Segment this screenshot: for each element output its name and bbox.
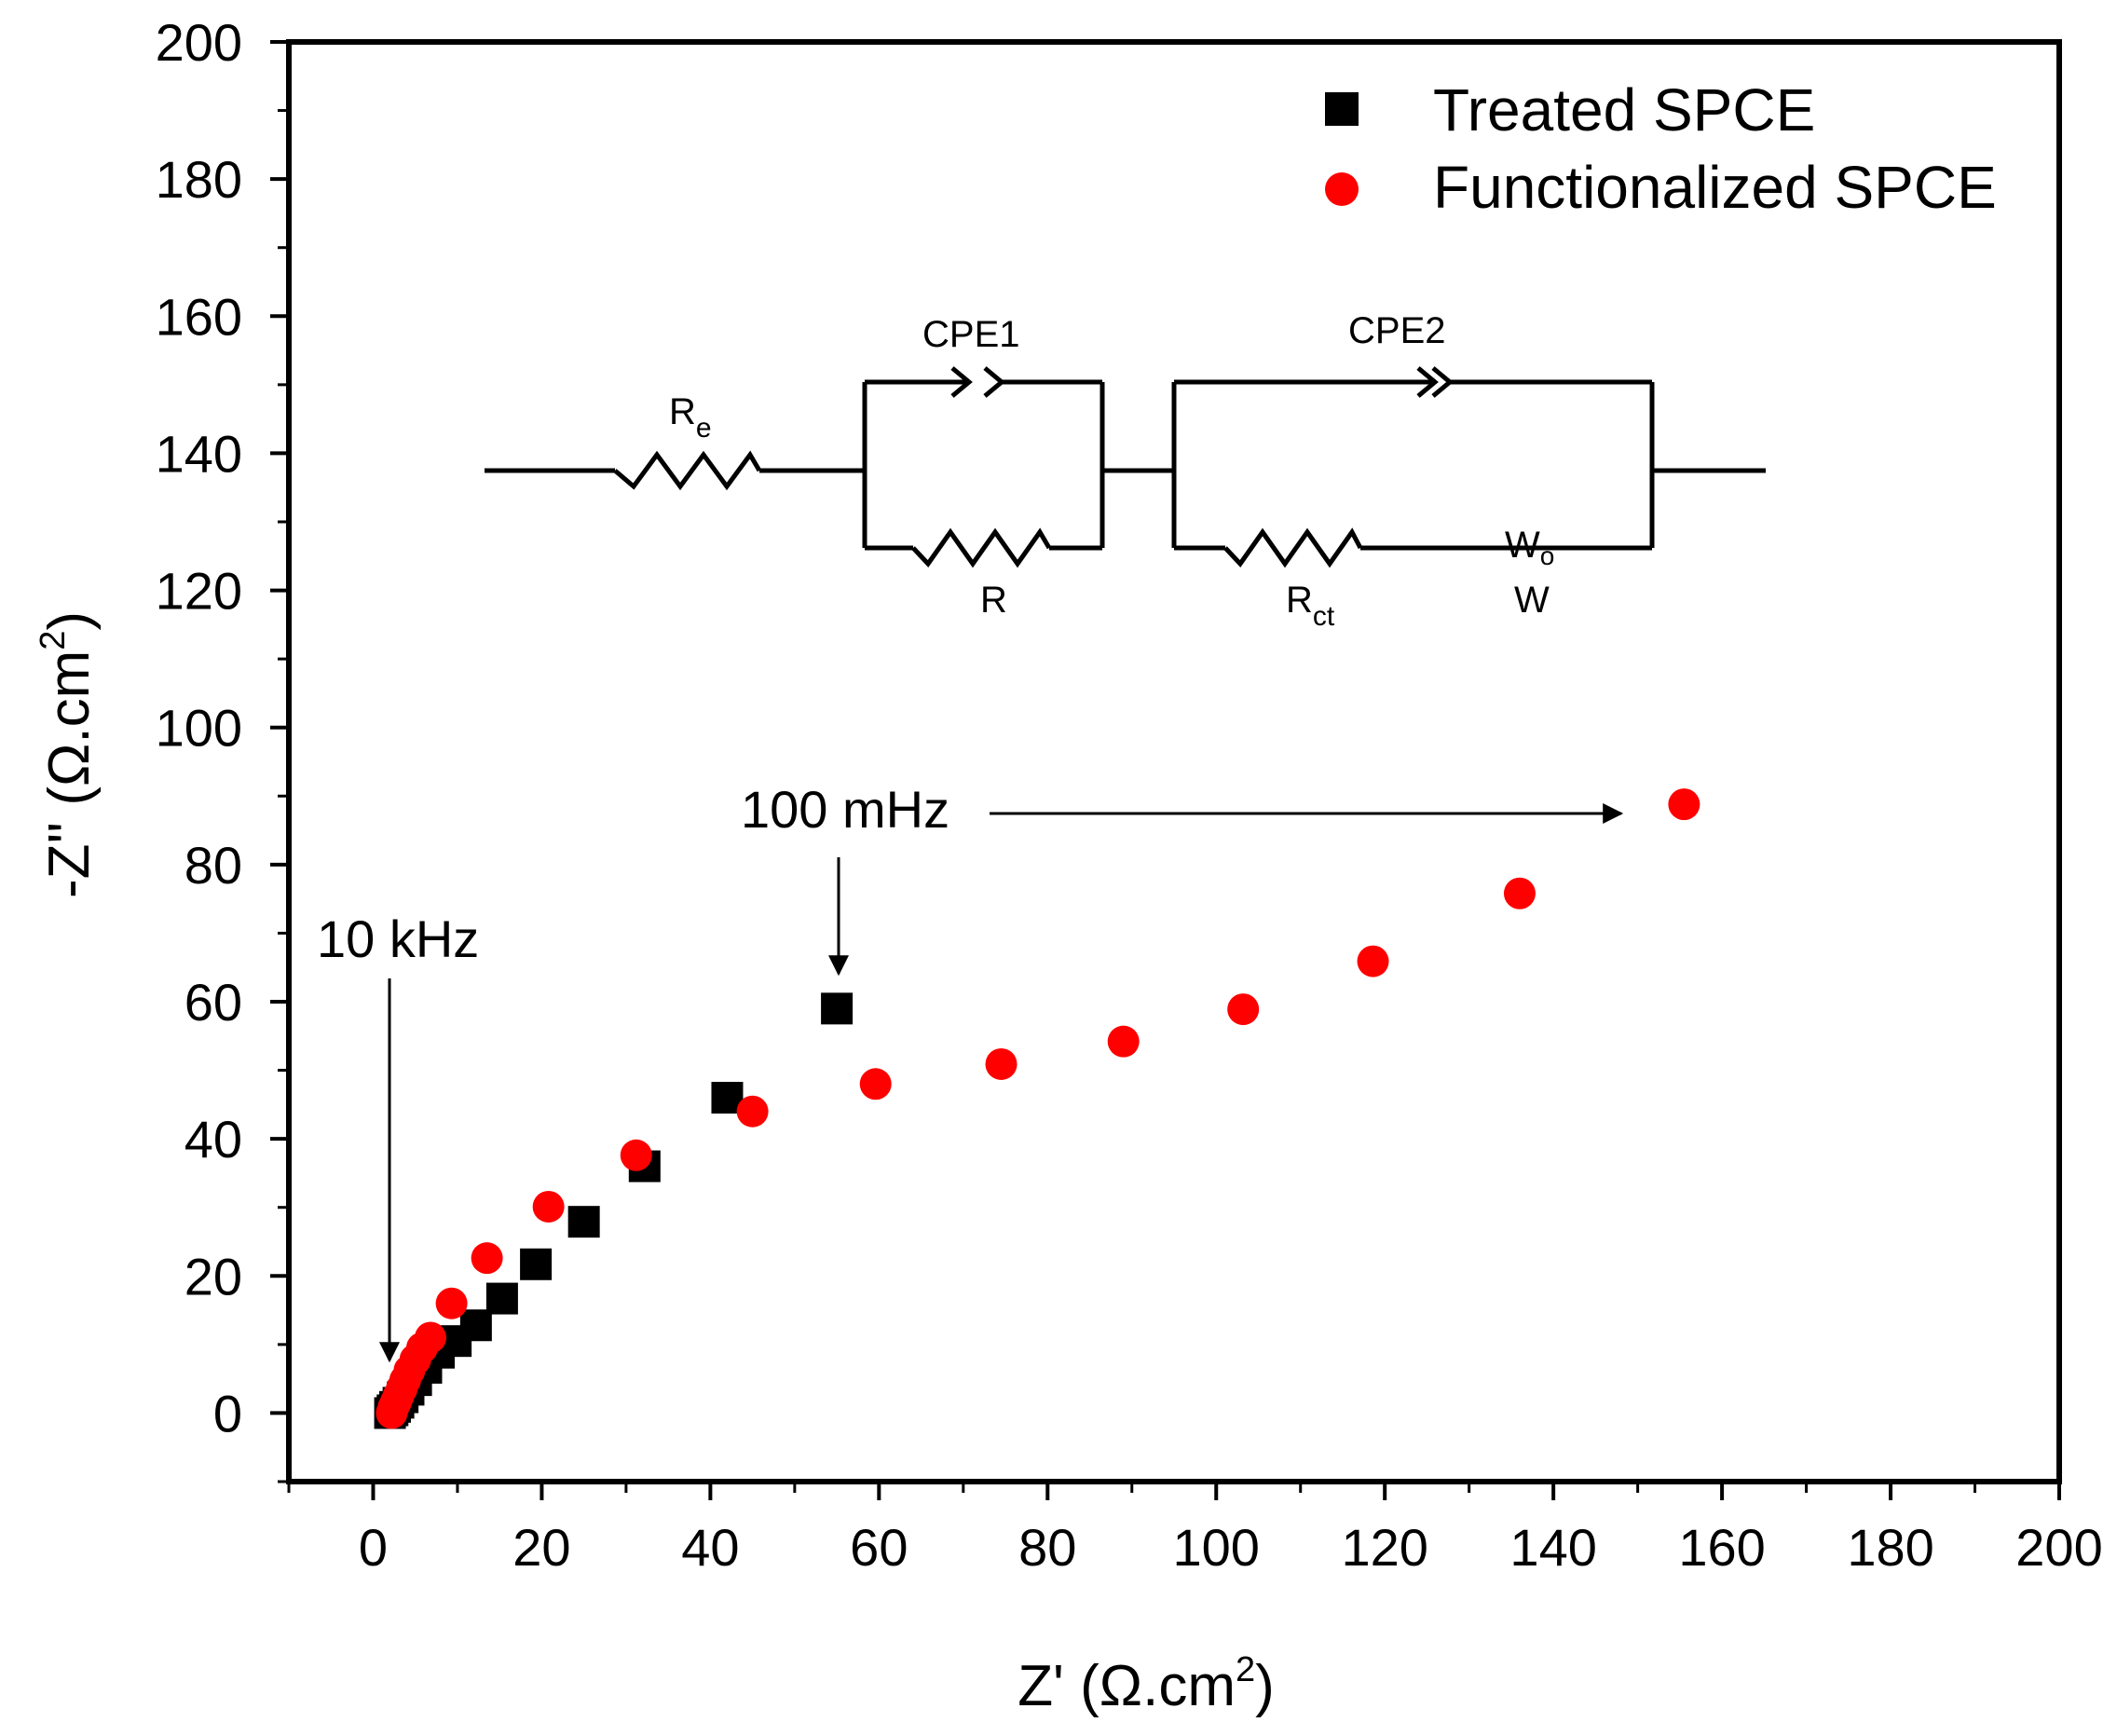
legend-label-functionalized-spce: Functionalized SPCE bbox=[1433, 154, 1997, 221]
legend-marker-treated-spce bbox=[1325, 92, 1359, 126]
plot-frame bbox=[286, 39, 2062, 1484]
data-point-circle bbox=[471, 1242, 503, 1275]
y-tick-label: 100 bbox=[156, 699, 242, 758]
cpe1-element bbox=[950, 366, 973, 398]
y-tick-label: 0 bbox=[213, 1384, 242, 1442]
data-point-circle bbox=[1503, 877, 1536, 909]
x-tick-label: 200 bbox=[2015, 1518, 2102, 1577]
data-point-circle bbox=[1227, 993, 1260, 1026]
label-cpe1: CPE1 bbox=[922, 314, 1020, 355]
resistor-r bbox=[911, 527, 1052, 568]
x-tick-label: 140 bbox=[1509, 1518, 1596, 1577]
circuit-labels: Re CPE1 R CPE2 Rct Wo W bbox=[669, 310, 1554, 632]
label-r: R bbox=[980, 580, 1007, 621]
series-layer bbox=[374, 788, 1700, 1429]
label-rct: Rct bbox=[1286, 580, 1335, 632]
y-axis-title-sup: 2 bbox=[34, 631, 73, 650]
label-wo-sub: o bbox=[1540, 541, 1555, 570]
label-rct-sub: ct bbox=[1313, 601, 1335, 632]
data-point-square bbox=[485, 1282, 518, 1315]
data-point-circle bbox=[620, 1139, 652, 1171]
x-axis-title: Z' (Ω.cm2) bbox=[1018, 1650, 1275, 1718]
y-tick-label: 200 bbox=[156, 13, 242, 72]
data-point-square bbox=[821, 992, 854, 1025]
y-tick-label: 20 bbox=[184, 1247, 242, 1305]
annotation-10khz-label: 10 kHz bbox=[317, 909, 479, 968]
equivalent-circuit-diagram bbox=[485, 366, 1766, 568]
label-re: Re bbox=[669, 391, 712, 444]
y-tick-label: 60 bbox=[184, 973, 242, 1032]
legend: Treated SPCE Functionalized SPCE bbox=[1325, 76, 1997, 221]
x-tick-label: 120 bbox=[1341, 1518, 1427, 1577]
series-treated-spce bbox=[374, 992, 854, 1429]
x-axis-title-end: ) bbox=[1255, 1654, 1275, 1718]
cpe2-element bbox=[1416, 366, 1439, 398]
legend-marker-functionalized-spce bbox=[1325, 172, 1359, 206]
series-functionalized-spce bbox=[376, 788, 1700, 1429]
annotation-100mhz-label: 100 mHz bbox=[741, 780, 949, 839]
y-axis-title: -Z'' (Ω.cm2) bbox=[34, 611, 102, 898]
data-point-circle bbox=[736, 1095, 769, 1128]
label-rct-main: R bbox=[1286, 580, 1313, 621]
x-axis-title-main: Z' (Ω.cm bbox=[1018, 1654, 1236, 1718]
x-tick-label: 160 bbox=[1678, 1518, 1765, 1577]
x-tick-label: 40 bbox=[681, 1518, 739, 1577]
x-tick-label: 100 bbox=[1173, 1518, 1260, 1577]
y-tick-label: 140 bbox=[156, 424, 242, 483]
label-wo-main: W bbox=[1505, 525, 1540, 566]
data-point-circle bbox=[435, 1287, 468, 1319]
resistor-re bbox=[613, 450, 762, 491]
y-axis-title-end: ) bbox=[37, 611, 102, 631]
data-point-square bbox=[459, 1309, 492, 1342]
plot-axes: 0 20 40 60 80 100 120 140 160 180 200 0 20 40 60 80 100… bbox=[156, 13, 2103, 1577]
label-re-sub: e bbox=[696, 413, 712, 444]
y-tick-label: 180 bbox=[156, 150, 242, 209]
y-tick-label: 120 bbox=[156, 562, 242, 621]
x-tick-label: 0 bbox=[359, 1518, 388, 1577]
data-point-circle bbox=[859, 1068, 892, 1100]
label-wo: Wo bbox=[1505, 525, 1554, 570]
x-tick-label: 80 bbox=[1018, 1518, 1076, 1577]
data-point-circle bbox=[1357, 945, 1389, 977]
label-cpe2: CPE2 bbox=[1348, 310, 1446, 351]
cpe1-element-b bbox=[983, 366, 1005, 398]
y-tick-label: 160 bbox=[156, 287, 242, 346]
x-axis-ticks: 0 20 40 60 80 100 120 140 160 180 200 bbox=[287, 1482, 2103, 1577]
data-point-circle bbox=[415, 1321, 446, 1354]
data-point-circle bbox=[1107, 1025, 1140, 1058]
data-point-circle bbox=[985, 1047, 1018, 1080]
x-tick-label: 60 bbox=[850, 1518, 908, 1577]
x-axis-title-sup: 2 bbox=[1236, 1650, 1255, 1689]
data-point-square bbox=[520, 1248, 553, 1280]
y-tick-label: 80 bbox=[184, 836, 242, 895]
resistor-rct bbox=[1223, 527, 1363, 568]
data-point-square bbox=[567, 1206, 600, 1238]
data-point-circle bbox=[532, 1190, 565, 1223]
label-re-main: R bbox=[669, 391, 696, 432]
y-tick-label: 40 bbox=[184, 1110, 242, 1169]
data-point-circle bbox=[1668, 788, 1700, 821]
y-axis-title-main: -Z'' (Ω.cm bbox=[37, 650, 102, 898]
legend-label-treated-spce: Treated SPCE bbox=[1433, 76, 1815, 144]
x-tick-label: 180 bbox=[1847, 1518, 1933, 1577]
label-w: W bbox=[1514, 580, 1550, 621]
annotations: 10 kHz 100 mHz bbox=[317, 780, 1624, 1363]
y-axis-ticks: 0 20 40 60 80 100 120 140 160 180 200 bbox=[156, 13, 289, 1483]
x-tick-label: 20 bbox=[512, 1518, 570, 1577]
